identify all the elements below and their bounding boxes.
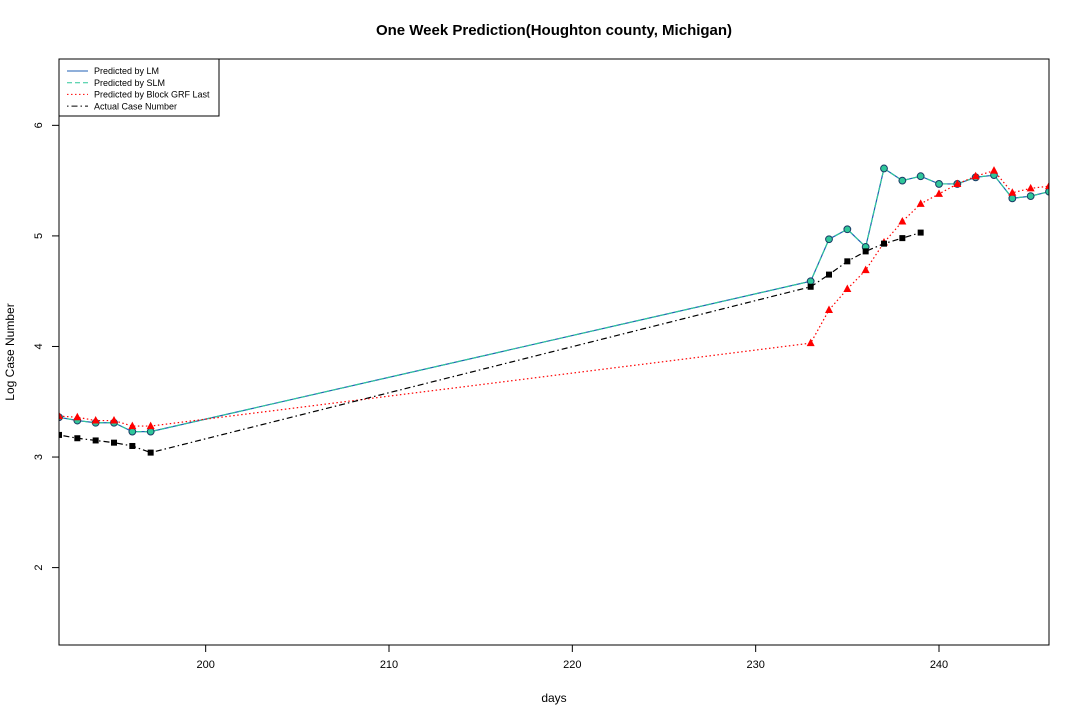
legend-entry: Actual Case Number	[94, 101, 177, 111]
data-point	[146, 421, 155, 430]
y-tick-label: 4	[33, 343, 45, 349]
legend-entry: Predicted by SLM	[94, 78, 165, 88]
axes: 200 210 220 230 240 2 3 4 5 6	[33, 122, 948, 671]
data-point	[59, 431, 62, 438]
y-tick-label: 6	[33, 122, 45, 128]
y-tick-label: 3	[33, 454, 45, 460]
data-point	[953, 179, 962, 187]
data-point	[806, 338, 815, 347]
data-point	[147, 449, 154, 456]
data-point	[111, 439, 117, 446]
data-point	[73, 412, 82, 421]
data-point	[110, 416, 118, 424]
legend-entry: Predicted by Block GRF Last	[94, 90, 210, 100]
x-tick-label: 230	[746, 659, 764, 671]
data-point	[898, 217, 907, 225]
data-point	[935, 180, 943, 188]
legend-entry: Predicted by LM	[94, 66, 159, 76]
data-point	[826, 271, 832, 278]
data-point	[146, 427, 155, 436]
x-tick-label: 210	[380, 659, 398, 671]
data-point	[935, 189, 943, 197]
data-point	[898, 176, 907, 185]
data-point	[128, 421, 137, 430]
data-point	[74, 435, 81, 442]
data-point	[843, 225, 852, 234]
data-point	[1045, 181, 1049, 190]
data-point	[825, 305, 833, 313]
y-tick-label: 5	[33, 233, 45, 239]
data-point	[128, 427, 137, 436]
data-point	[862, 248, 869, 255]
series-4	[59, 229, 924, 456]
data-point	[916, 172, 925, 181]
data-point	[916, 199, 925, 207]
data-point	[971, 171, 980, 180]
x-tick-label: 240	[930, 659, 948, 671]
legend: Predicted by LM Predicted by SLM Predicted…	[58, 58, 220, 117]
data-point	[91, 416, 100, 424]
data-point	[806, 277, 815, 286]
data-point	[1026, 183, 1035, 192]
data-point	[1008, 194, 1017, 203]
data-point	[861, 265, 870, 274]
x-tick-label: 200	[196, 659, 214, 671]
data-point	[807, 283, 814, 290]
data-point	[880, 164, 888, 173]
series-layer	[59, 164, 1049, 456]
data-point	[1026, 192, 1035, 201]
data-point	[59, 411, 63, 420]
data-point	[899, 235, 906, 242]
series-3	[59, 166, 1049, 430]
plot-frame	[58, 58, 1050, 646]
data-point	[129, 442, 136, 449]
chart-title: One Week Prediction(Houghton county, Mic…	[376, 22, 732, 39]
data-point	[1008, 188, 1017, 196]
x-axis-label: days	[541, 691, 566, 705]
data-point	[917, 229, 924, 236]
data-point	[990, 166, 998, 174]
data-point	[843, 284, 852, 292]
data-point	[844, 258, 851, 265]
x-tick-label: 220	[563, 659, 581, 671]
data-point	[881, 240, 887, 247]
data-point	[92, 437, 99, 444]
y-tick-label: 2	[33, 565, 45, 571]
data-point	[825, 235, 833, 244]
y-axis-label: Log Case Number	[3, 303, 17, 400]
